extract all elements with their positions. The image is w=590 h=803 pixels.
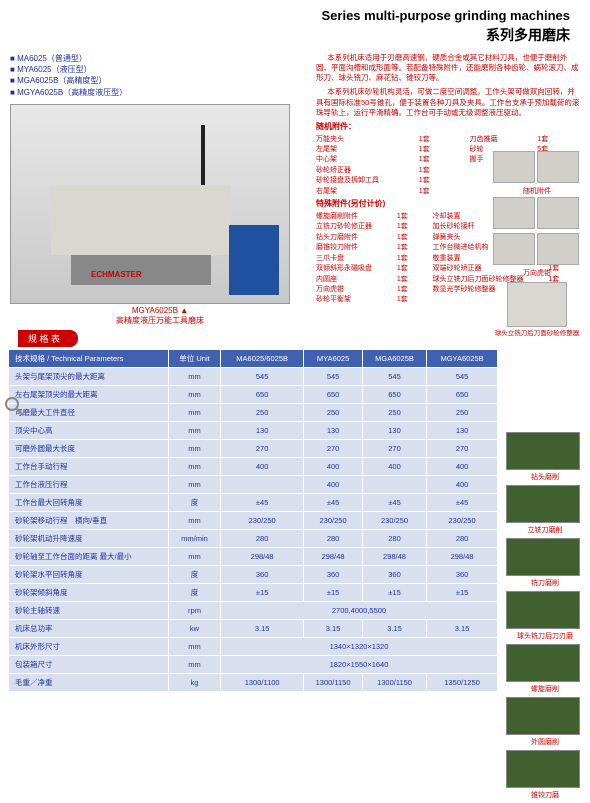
spec-table: 技术规格 / Technical Parameters单位 UnitMA6025… [8,349,498,692]
op-thumb [506,432,580,470]
std-acc-title: 随机附件： [316,122,580,133]
title-zh: 系列多用磨床 [0,25,570,45]
op-thumb [506,538,580,576]
machine-caption: MGYA6025B ▲ 高精度液压万能工具磨床 [10,306,310,326]
model-item: MYA6025（液压型） [10,64,310,75]
accessory-thumbs: 随机附件 万向虎钳 球头立铣刀后刀面砂轮修整器 [492,150,582,337]
op-thumb [506,591,580,629]
desc-2: 本系列机床砂轮机构灵活，可做二度空间调整。工作头架可做双向回转，并具有国际标准5… [316,87,580,117]
spec-label: 规 格 表 [18,330,78,347]
op-thumb [506,644,580,682]
model-item: MA6025（普通型） [10,53,310,64]
model-item: MGYA6025B（高精度液压型） [10,87,310,98]
operation-thumbs: 钻头磨削立铣刀磨削铣刀磨削球头铣刀后刀刃磨螺旋磨削外圆磨削锥铰刀磨 [506,432,584,803]
title-en: Series multi-purpose grinding machines [0,8,570,23]
desc-1: 本系列机床适用于刃磨高速钢、硬质合金或其它材料刀具，也便于磨削外圆、平面沟槽和成… [316,53,580,83]
brand-logo: ECHMASTER [91,270,142,279]
model-list: MA6025（普通型）MYA6025（液压型）MGA6025B（高精度型）MGY… [10,53,310,98]
magnifier-icon [4,396,24,416]
op-thumb [506,485,580,523]
op-thumb [506,750,580,788]
model-item: MGA6025B（高精度型） [10,75,310,86]
machine-photo: ECHMASTER [10,104,290,304]
op-thumb [506,697,580,735]
